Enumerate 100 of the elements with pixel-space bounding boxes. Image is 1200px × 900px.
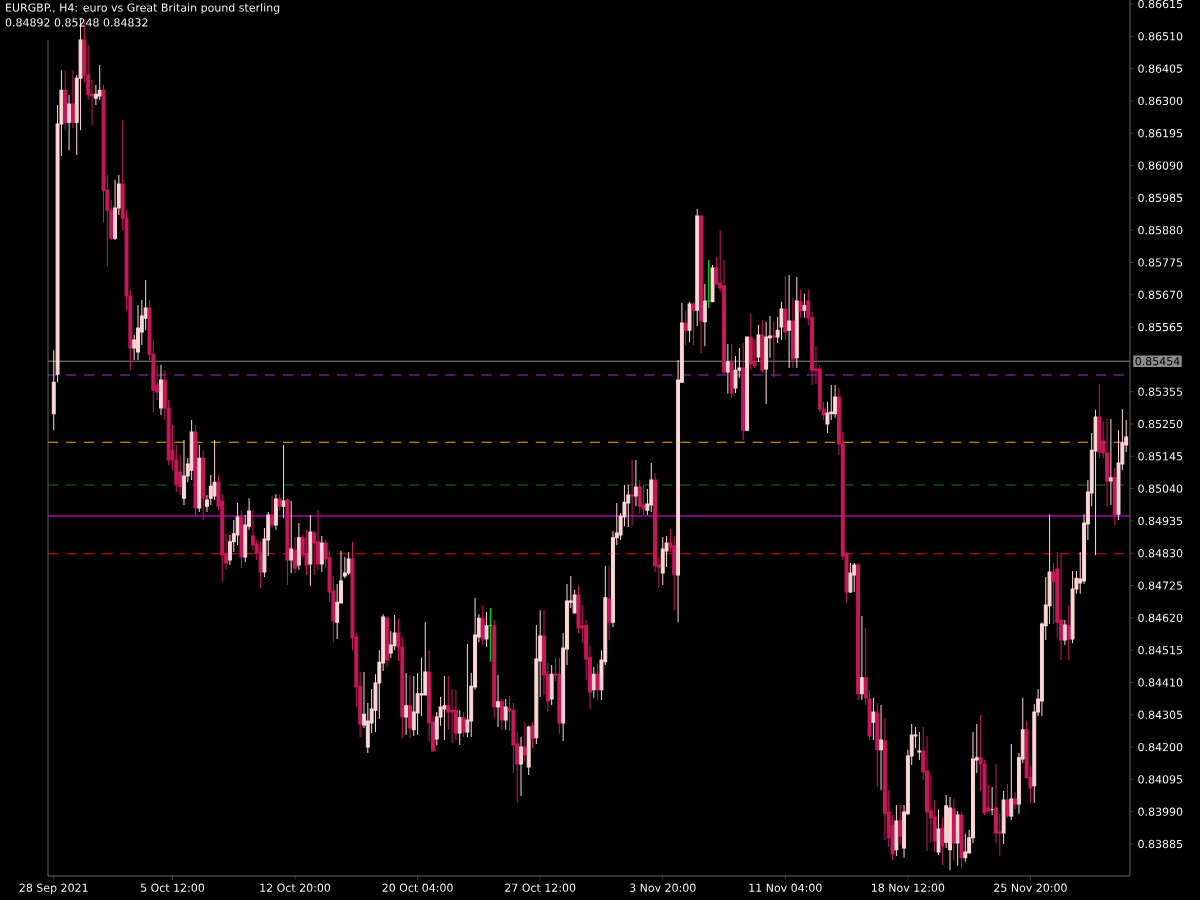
candlestick	[852, 562, 857, 593]
candlestick	[549, 664, 554, 706]
x-tick-label: 28 Sep 2021	[19, 883, 88, 894]
candlestick	[258, 541, 263, 589]
candlestick	[871, 697, 876, 741]
y-tick-label: 0.84095	[1138, 775, 1183, 784]
candlestick	[239, 509, 244, 569]
candlestick	[660, 536, 665, 586]
candlestick	[626, 484, 631, 528]
candlestick	[760, 319, 765, 374]
candlestick	[557, 657, 562, 735]
y-tick-label: 0.84725	[1138, 581, 1183, 590]
candlestick	[802, 293, 807, 319]
candlestick	[285, 497, 290, 586]
candlestick	[917, 731, 922, 761]
candlestick	[385, 615, 389, 668]
candlestick	[404, 672, 409, 736]
candlestick	[193, 424, 198, 516]
candlestick	[319, 535, 324, 573]
candlestick	[848, 562, 853, 594]
y-tick-label: 0.86090	[1138, 161, 1183, 170]
candlestick	[741, 342, 746, 441]
candlestick	[756, 324, 761, 363]
y-tick-label: 0.85565	[1138, 322, 1183, 332]
candlestick	[951, 798, 956, 861]
x-tick-label: 3 Nov 20:00	[629, 883, 696, 892]
candlestick	[633, 459, 638, 507]
candlestick	[591, 666, 596, 699]
candlestick	[641, 484, 646, 516]
y-tick-label: 0.84620	[1138, 613, 1183, 622]
y-tick-label: 0.85670	[1138, 290, 1183, 299]
candlestick	[1066, 605, 1071, 661]
candlestick	[277, 493, 282, 511]
candlestick	[289, 500, 294, 574]
candlestick	[316, 509, 320, 571]
candlestick	[273, 493, 278, 531]
candlestick	[296, 522, 301, 571]
candlestick	[304, 529, 309, 576]
y-tick-label: 0.85880	[1138, 226, 1183, 235]
y-tick-label: 0.84935	[1138, 516, 1183, 526]
candlestick	[1013, 791, 1018, 810]
candlestick	[936, 809, 941, 856]
candlestick	[1062, 619, 1067, 646]
x-tick-label: 18 Nov 12:00	[872, 883, 945, 892]
y-tick-label: 0.83990	[1138, 807, 1183, 816]
candlestick	[270, 495, 275, 529]
candlestick	[484, 611, 489, 648]
candlestick	[630, 459, 635, 526]
candlestick	[522, 721, 527, 763]
candlestick	[833, 384, 838, 419]
candlestick	[875, 702, 880, 788]
candlestick	[1105, 418, 1109, 508]
candlestick	[1093, 409, 1098, 556]
candlestick	[691, 301, 696, 346]
candlestick	[649, 462, 654, 513]
candlestick	[699, 214, 703, 354]
candlestick	[1009, 743, 1014, 821]
x-tick-label: 5 Oct 12:00	[140, 883, 205, 892]
y-tick-label: 0.86300	[1138, 96, 1183, 106]
y-tick-label: 0.84830	[1138, 549, 1183, 558]
candlestick	[197, 444, 202, 513]
candlestick	[159, 364, 163, 416]
candlestick	[783, 275, 788, 341]
candlestick	[990, 786, 995, 816]
candlestick	[201, 449, 206, 521]
y-tick-label: 0.85355	[1138, 387, 1183, 396]
candlestick	[898, 804, 903, 846]
candlestick	[97, 64, 102, 101]
candlestick	[182, 439, 186, 506]
candlestick	[496, 674, 500, 728]
candlestick	[948, 796, 952, 871]
candlestick	[787, 274, 792, 369]
candlestick	[725, 343, 730, 395]
candlestick	[637, 479, 642, 514]
y-tick-label: 0.85250	[1138, 419, 1183, 429]
candlestick	[293, 536, 297, 574]
ref-line-label: 0.85454	[1135, 357, 1180, 366]
candlestick	[465, 643, 470, 738]
y-tick-label: 0.86615	[1138, 0, 1183, 9]
candlestick	[798, 289, 803, 319]
candlestick	[791, 297, 795, 369]
candlestick	[794, 276, 799, 369]
candlestick	[212, 439, 217, 501]
candlestick	[281, 444, 286, 519]
candlestick	[859, 615, 864, 701]
candlestick	[683, 310, 688, 346]
chart-title: EURGBP., H4: euro vs Great Britain pound sterling	[6, 3, 280, 14]
x-tick-label: 11 Nov 04:00	[749, 883, 822, 892]
x-tick-label: 27 Oct 12:00	[505, 883, 576, 892]
candlestick	[963, 833, 968, 863]
candlestick	[1005, 783, 1010, 819]
y-tick-label: 0.85040	[1138, 484, 1183, 493]
candlestick	[1070, 570, 1075, 644]
y-tick-label: 0.83885	[1138, 839, 1183, 849]
y-tick-label: 0.86195	[1138, 129, 1183, 138]
candlestick	[710, 264, 715, 303]
candlestick	[1097, 383, 1102, 459]
y-tick-label: 0.86510	[1138, 32, 1183, 41]
candlestick	[779, 301, 784, 341]
y-tick-label: 0.84410	[1138, 678, 1183, 687]
